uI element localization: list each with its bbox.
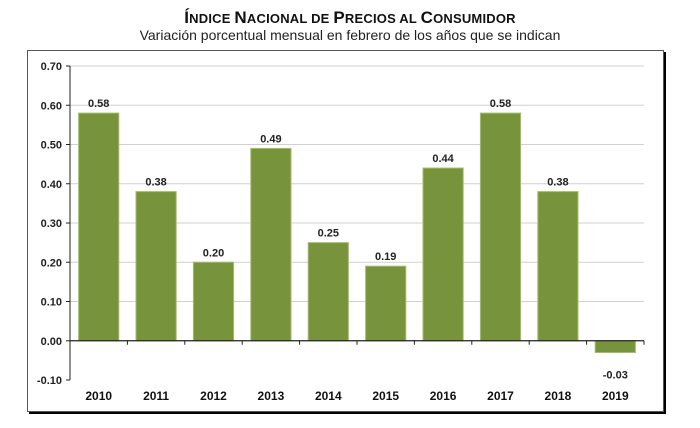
x-tick-label: 2018	[545, 389, 572, 403]
x-tick-label: 2017	[487, 389, 514, 403]
data-label: 0.58	[88, 98, 109, 110]
bar-2016	[422, 167, 464, 342]
data-label: 0.38	[145, 177, 166, 189]
x-tick-label: 2019	[602, 389, 629, 403]
data-label: 0.49	[260, 133, 281, 145]
data-label: 0.58	[490, 98, 511, 110]
data-label: 0.25	[318, 228, 339, 240]
x-tick-label: 2015	[372, 389, 399, 403]
x-tick-label: 2014	[315, 389, 342, 403]
labels: -0.10 0.00 0.10 0.20 0.30 0.40 0.50 0.60 0.70 0.5…	[37, 61, 629, 403]
data-label: 0.44	[432, 153, 454, 165]
x-tick-label: 2013	[258, 389, 285, 403]
y-tick-label: 0.20	[41, 257, 62, 269]
x-tick-label: 2012	[200, 389, 227, 403]
y-tick-label: 0.10	[41, 297, 62, 309]
chart-subtitle: Variación porcentual mensual en febrero …	[139, 27, 561, 43]
y-tick-label: 0.00	[41, 336, 62, 348]
bar-2010	[78, 112, 120, 342]
data-label: 0.20	[203, 247, 224, 259]
bar-2018	[537, 191, 579, 342]
y-tick-label: -0.10	[37, 375, 62, 387]
bars	[78, 112, 636, 354]
data-label: 0.19	[375, 251, 396, 263]
x-tick-label: 2010	[85, 389, 112, 403]
data-label: -0.03	[603, 370, 628, 382]
bar-2017	[479, 112, 522, 342]
bar-2015	[365, 265, 407, 342]
bar-2019	[594, 340, 636, 354]
data-label: 0.38	[547, 177, 568, 189]
bar-2012	[192, 261, 235, 342]
y-tick-label: 0.60	[41, 100, 62, 112]
x-tick-label: 2011	[143, 389, 169, 403]
y-tick-label: 0.40	[41, 179, 62, 191]
y-tick-label: 0.30	[41, 218, 62, 230]
x-tick-label: 2016	[430, 389, 457, 403]
y-tick-label: 0.70	[41, 61, 62, 73]
bar-2014	[307, 242, 349, 342]
bar-2011	[135, 191, 177, 342]
chart-title: ÍNDICE NACIONAL DE PRECIOS AL CONSUMIDOR	[184, 8, 516, 27]
y-tick-label: 0.50	[41, 140, 62, 152]
axes	[66, 65, 645, 381]
bar-2013	[250, 147, 292, 342]
